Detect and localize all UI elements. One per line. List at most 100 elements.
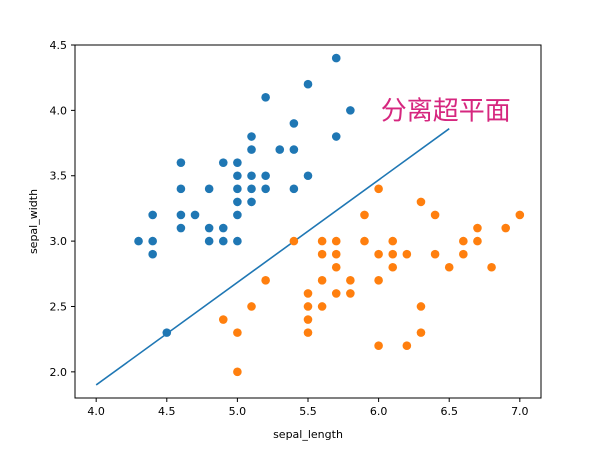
y-tick-label: 4.5 [50, 39, 68, 52]
series-1-point [218, 236, 228, 246]
chart-marks [95, 53, 525, 386]
series-1-point [190, 210, 200, 220]
series-2-point [501, 223, 510, 233]
series-2-point [346, 276, 355, 285]
y-tick-label: 2.5 [50, 300, 68, 313]
series-1-point [204, 223, 214, 233]
series-2-point [261, 276, 270, 285]
series-2-point [416, 328, 426, 337]
series-2-point [473, 236, 482, 246]
series-1-point [176, 184, 186, 194]
series-1-point [176, 223, 186, 233]
series-2-point [430, 249, 440, 259]
series-1-point [247, 171, 256, 181]
series-2-point [374, 184, 383, 194]
series-2-point [303, 289, 313, 298]
series-2-point [416, 197, 426, 207]
series-2-point [331, 236, 341, 246]
series-1-point [233, 158, 242, 167]
series-1-point [218, 223, 228, 233]
series-2-point [402, 341, 412, 351]
series-2-point [233, 328, 242, 337]
series-2-point [317, 276, 327, 285]
series-2-point [402, 249, 412, 259]
plot-frame [74, 44, 542, 399]
series-1-point [218, 158, 228, 167]
x-tick-label: 6.5 [440, 405, 458, 418]
x-tick-label: 5.5 [299, 405, 317, 418]
series-2-point [233, 367, 242, 377]
series-1-point [233, 210, 242, 220]
series-2-point [317, 249, 327, 259]
series-1-point [247, 184, 256, 194]
y-tick-label: 2.0 [50, 366, 68, 379]
series-1-point [134, 236, 143, 246]
series-2-point [388, 249, 398, 259]
series-2-point [374, 276, 383, 285]
series-1-point [289, 184, 299, 194]
series-1-point [233, 197, 242, 207]
series-2-point [459, 236, 468, 246]
series-1-point [289, 119, 299, 128]
series-1-point [176, 158, 186, 167]
series-1-point [261, 184, 270, 194]
series-2-point [303, 302, 313, 311]
series-1-point [261, 171, 270, 181]
series-2-point [303, 328, 313, 337]
series-1-point [303, 79, 313, 89]
series-2-point [459, 249, 468, 259]
series-2-point [346, 289, 355, 298]
series-1-point [148, 210, 157, 220]
series-2-point [317, 302, 327, 311]
x-axis: 4.0 4.5 5.0 5.5 6.0 6.5 7.0 [87, 398, 529, 418]
series-2-point [331, 289, 341, 298]
y-axis-title: sepal_width [27, 189, 40, 254]
series-2-point [331, 262, 341, 272]
x-tick-label: 6.0 [370, 405, 388, 418]
series-1-point [148, 236, 157, 246]
series-1-point [247, 145, 256, 154]
series-2-point [515, 210, 525, 220]
separating-hyperplane-label: 分离超平面 [381, 96, 511, 126]
series-1-point [331, 132, 341, 141]
series-1-point [247, 132, 256, 141]
x-tick-label: 5.0 [229, 405, 247, 418]
series-2-point [360, 210, 369, 220]
x-tick-label: 7.0 [511, 405, 529, 418]
series-2-point [444, 262, 454, 272]
series-1-point [275, 145, 285, 154]
series-1-point [204, 236, 214, 246]
series-1-point [204, 184, 214, 194]
series-1-point [289, 145, 299, 154]
series-2-point [289, 236, 299, 246]
plot-area [74, 44, 542, 399]
series-2-point [388, 262, 398, 272]
series-1-point [331, 53, 341, 63]
series-2-point [416, 302, 426, 311]
series-1-point [233, 171, 242, 181]
series-2-point [430, 210, 440, 220]
x-tick-label: 4.0 [87, 405, 105, 418]
series-2-point [374, 341, 383, 351]
series-1-point [346, 106, 355, 115]
series-2-point [374, 249, 383, 259]
x-axis-title: sepal_length [273, 428, 343, 441]
series-2-point [331, 249, 341, 259]
y-axis: 2.0 2.5 3.0 3.5 4.0 4.5 [50, 39, 75, 379]
series-1-point [233, 184, 242, 194]
series-2-point [303, 315, 313, 324]
series-2-point [388, 236, 398, 246]
y-tick-label: 3.5 [50, 170, 68, 183]
series-2-point [473, 223, 482, 233]
hyperplane-line [95, 128, 450, 386]
series-1-point [247, 197, 256, 207]
series-2-point [487, 262, 496, 272]
series-1-point [261, 92, 270, 102]
series-1-point [148, 249, 157, 259]
y-tick-label: 4.0 [50, 104, 68, 117]
x-tick-label: 4.5 [158, 405, 176, 418]
series-1-point [176, 210, 186, 220]
series-2-point [247, 302, 256, 311]
series-1-point [162, 328, 172, 337]
